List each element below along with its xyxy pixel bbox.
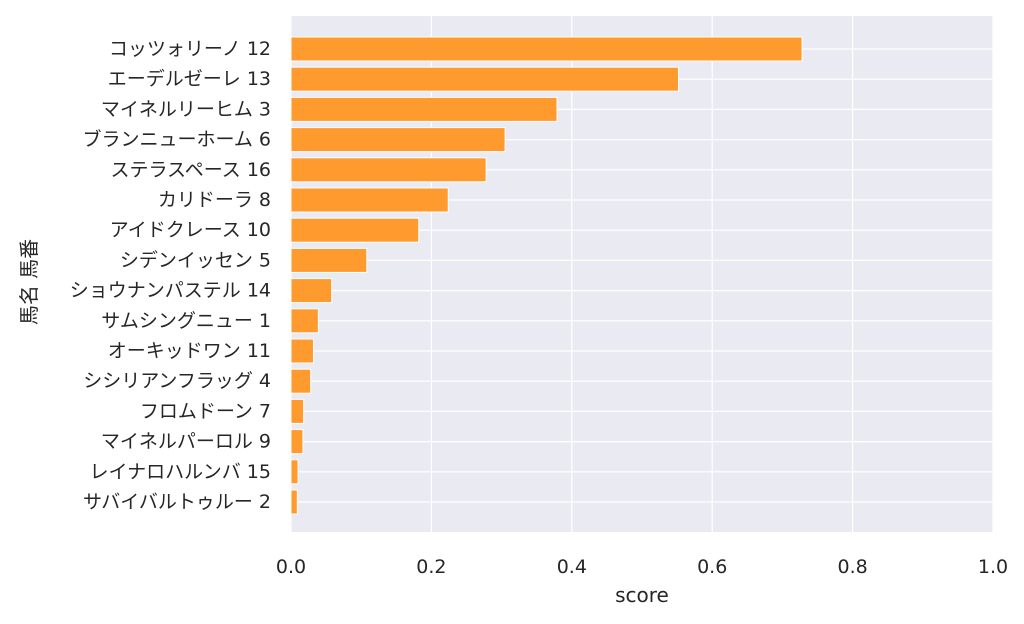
bar <box>290 127 506 153</box>
y-tick-label: オーキッドワン 11 <box>108 340 271 362</box>
bar <box>290 66 680 92</box>
x-tick-label: 0.4 <box>557 556 587 578</box>
y-tick-label: ブランニューホーム 6 <box>82 128 271 151</box>
y-tick-label: レイナロハルンバ 15 <box>90 461 271 483</box>
y-tick-label: サムシングニュー 1 <box>101 310 271 332</box>
y-tick-label: サバイバルトゥルー 2 <box>83 491 271 513</box>
plot-background <box>291 16 993 532</box>
x-tick-label: 0.8 <box>837 556 867 578</box>
y-tick-label: ショウナンパステル 14 <box>70 280 271 302</box>
x-tick-label: 1.0 <box>978 556 1008 578</box>
bar <box>290 157 487 183</box>
bar <box>290 429 304 455</box>
y-tick-label: アイドクレース 10 <box>110 219 271 241</box>
y-tick-label: コッツォリーノ 12 <box>109 38 271 60</box>
y-tick-label: シシリアンフラッグ 4 <box>83 370 271 392</box>
y-tick-label: マイネルパーロル 9 <box>101 431 271 453</box>
y-tick-label: フロムドーン 7 <box>140 400 271 422</box>
bar <box>290 96 558 122</box>
y-axis-label: 馬名 馬番 <box>17 239 41 325</box>
bar <box>290 308 319 334</box>
x-tick-label: 0.2 <box>416 556 446 578</box>
bars <box>290 36 803 515</box>
y-tick-label: カリドーラ 8 <box>158 189 271 211</box>
y-tick-labels: コッツォリーノ 12 エーデルゼーレ 13 マイネルリーヒム 3 ブランニューホーム … <box>70 38 271 513</box>
bar <box>290 247 368 273</box>
x-axis-label: score <box>615 583 669 607</box>
bar <box>290 459 299 485</box>
x-tick-label: 0.6 <box>697 556 727 578</box>
y-tick-label: シデンイッセン 5 <box>120 249 271 271</box>
bar <box>290 368 312 394</box>
bar <box>290 489 298 515</box>
bar <box>290 338 314 364</box>
bar <box>290 278 333 304</box>
y-tick-label: エーデルゼーレ 13 <box>108 68 271 90</box>
x-tick-label: 0.0 <box>276 556 306 578</box>
y-tick-label: マイネルリーヒム 3 <box>101 98 271 120</box>
bar <box>290 36 803 62</box>
bar <box>290 217 420 243</box>
x-tick-labels: 0.0 0.2 0.4 0.6 0.8 1.0 <box>276 556 1008 578</box>
bar <box>290 187 449 213</box>
y-tick-label: ステラスペース 16 <box>110 159 271 181</box>
bar <box>290 398 305 424</box>
